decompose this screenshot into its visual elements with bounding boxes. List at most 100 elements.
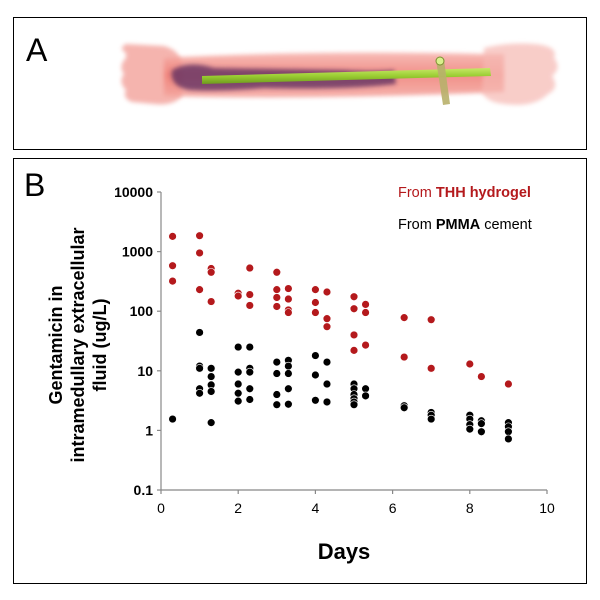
x-axis-title: Days [318, 539, 371, 564]
thh-data-point [168, 232, 177, 241]
chart-axes [160, 192, 547, 491]
pmma-data-point [477, 427, 486, 436]
x-tick-label: 10 [539, 500, 555, 516]
panel-b: B 0.1 1 10 100 1000 10000 0 2 4 6 8 10 From THH hyd… [13, 158, 587, 584]
pmma-data-point [504, 434, 513, 444]
pmma-data-point [245, 384, 254, 393]
y-tick-label: 10 [137, 363, 153, 379]
bone-xray-rendering-icon [121, 43, 558, 105]
pmma-data-point [399, 403, 409, 412]
thh-data-point [284, 308, 293, 317]
thh-data-point [399, 352, 409, 362]
x-tick-label: 2 [234, 500, 242, 516]
thh-data-point [349, 292, 359, 301]
thh-data-point [272, 285, 281, 294]
thh-data-point [427, 315, 436, 324]
thh-data-point [206, 268, 216, 277]
thh-data-point [477, 372, 486, 381]
thh-data-point [284, 294, 293, 304]
pmma-data-point [195, 389, 204, 398]
pmma-data-point [322, 357, 332, 367]
thh-data-point [311, 308, 320, 317]
thh-data-point [245, 290, 254, 299]
thh-data-point [399, 313, 409, 322]
chart-ticks: 0.1 1 10 100 1000 10000 0 2 4 6 8 10 [114, 184, 555, 516]
thh-data-point [272, 302, 281, 311]
thh-data-point [504, 379, 513, 389]
pmma-data-point [361, 384, 370, 393]
pmma-data-point [234, 379, 243, 389]
panel-a-label: A [26, 32, 48, 68]
pmma-data-point [272, 369, 281, 378]
y-tick-label: 0.1 [134, 482, 154, 498]
thh-data-point [322, 314, 332, 323]
pmma-data-point [322, 397, 332, 407]
pmma-data-point [206, 387, 216, 396]
thh-data-point [311, 285, 320, 294]
y-tick-label: 10000 [114, 184, 153, 200]
pmma-data-point [361, 391, 370, 401]
pmma-data-point [311, 351, 320, 360]
thh-data-point [245, 301, 254, 310]
pmma-data-point [234, 389, 243, 398]
pmma-data-point [245, 342, 254, 352]
x-tick-label: 4 [312, 500, 320, 516]
y-axis-title-line: intramedullary extracellular [68, 227, 88, 462]
x-tick-label: 8 [466, 500, 474, 516]
pmma-data-point [195, 328, 204, 337]
pmma-data-point [272, 400, 281, 409]
pmma-data-point [168, 414, 177, 424]
pmma-data-point [284, 384, 293, 393]
pmma-data-point [234, 396, 243, 406]
thh-data-point [349, 330, 359, 340]
thh-data-point [284, 284, 293, 293]
pmma-data-point [311, 370, 320, 380]
thh-data-point [206, 297, 216, 306]
y-tick-label: 1000 [122, 244, 153, 260]
y-axis-title: Gentamicin in intramedullary extracellula… [46, 227, 110, 462]
thh-data-point [311, 298, 320, 307]
thh-data-point [245, 263, 254, 273]
thh-data-point [349, 346, 359, 355]
thh-data-point [349, 304, 359, 313]
pmma-data-point [206, 364, 216, 373]
x-tick-label: 6 [389, 500, 397, 516]
x-tick-label: 0 [157, 500, 165, 516]
pmma-data-point [284, 361, 293, 371]
y-tick-label: 100 [130, 303, 154, 319]
panel-b-label: B [24, 167, 46, 203]
pmma-data-point [322, 379, 332, 389]
pmma-data-point [234, 367, 243, 377]
thh-data-point [361, 308, 370, 317]
pmma-data-point [504, 427, 513, 436]
thh-data-point [322, 287, 332, 297]
pmma-data-point [234, 342, 243, 352]
thh-data-point [322, 322, 332, 331]
pmma-data-point [349, 400, 359, 409]
y-axis-title-line: fluid (ug/L) [90, 299, 110, 392]
thh-data-point [195, 285, 204, 294]
pmma-data-point [427, 414, 436, 424]
legend-entry-pmma: From PMMA cement [398, 217, 532, 233]
pmma-data-point [245, 395, 254, 404]
pmma-data-point [311, 396, 320, 405]
thh-data-point [234, 291, 243, 301]
pmma-data-point [465, 424, 474, 434]
thh-data-point [465, 359, 474, 369]
pmma-data-point [206, 418, 216, 427]
pmma-data-point [245, 367, 254, 377]
pmma-data-point [284, 369, 293, 378]
pmma-data-point [477, 419, 486, 428]
scatter-chart: 0.1 1 10 100 1000 10000 0 2 4 6 8 10 From THH hydro… [46, 184, 555, 564]
thh-data-point [195, 248, 204, 258]
pmma-data-point [284, 400, 293, 409]
chart-legend: From THH hydrogel From PMMA cement [398, 185, 532, 233]
thh-data-point [195, 231, 204, 240]
thh-data-point [361, 300, 370, 309]
thh-data-point [272, 293, 281, 302]
panel-a: A [13, 17, 587, 150]
y-tick-label: 1 [145, 422, 153, 438]
chart-axis-titles: Days Gentamicin in intramedullary extracel… [46, 227, 370, 564]
thh-data-point [168, 276, 177, 286]
thh-data-point [168, 261, 177, 270]
